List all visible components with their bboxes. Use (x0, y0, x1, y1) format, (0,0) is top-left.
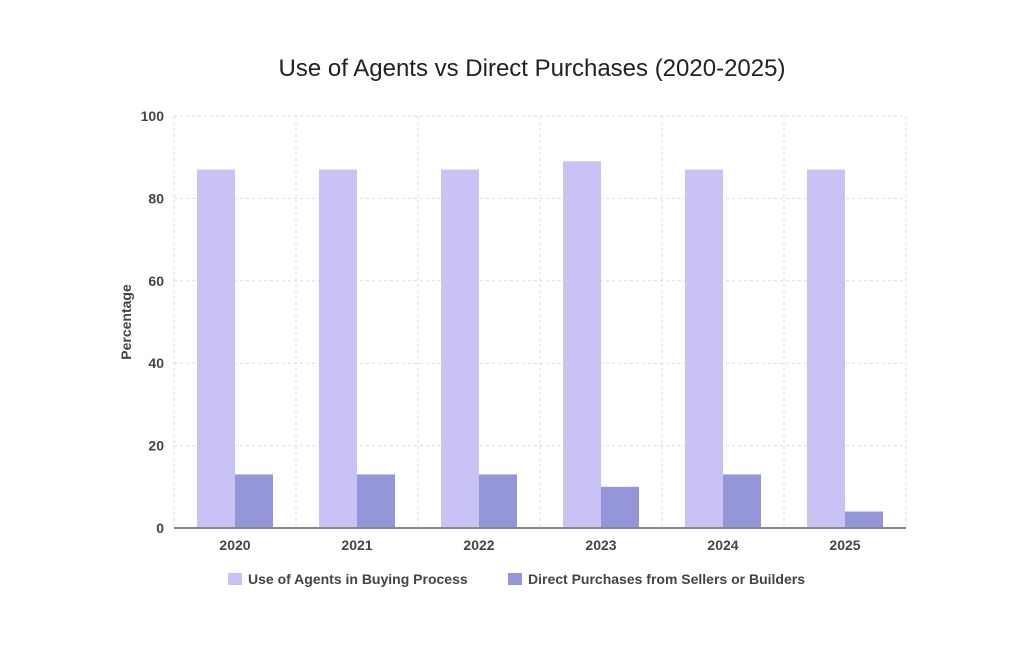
legend-swatch (228, 573, 242, 585)
x-tick-label: 2025 (829, 537, 860, 553)
bar-agents-2021 (319, 169, 357, 528)
legend-swatch (508, 573, 522, 585)
bar-direct-2022 (479, 474, 517, 528)
chart-title: Use of Agents vs Direct Purchases (2020-… (279, 55, 786, 82)
bar-direct-2024 (723, 474, 761, 528)
x-tick-label: 2021 (341, 537, 372, 553)
y-axis-label: Percentage (118, 284, 134, 360)
bar-agents-2024 (685, 169, 723, 528)
bar-agents-2023 (563, 161, 601, 528)
bar-agents-2020 (197, 169, 235, 528)
bar-direct-2021 (357, 474, 395, 528)
y-tick-label: 60 (148, 273, 164, 289)
y-tick-label: 100 (141, 108, 165, 124)
y-tick-label: 20 (148, 438, 164, 454)
y-tick-label: 0 (156, 520, 164, 536)
bar-direct-2025 (845, 511, 883, 528)
legend-label: Direct Purchases from Sellers or Builder… (528, 571, 805, 587)
y-tick-label: 80 (148, 190, 164, 206)
x-tick-label: 2020 (219, 537, 250, 553)
bar-agents-2022 (441, 169, 479, 528)
bar-direct-2023 (601, 486, 639, 528)
x-tick-label: 2024 (707, 537, 738, 553)
x-tick-label: 2022 (463, 537, 494, 553)
x-tick-label: 2023 (585, 537, 616, 553)
y-tick-label: 40 (148, 355, 164, 371)
bar-direct-2020 (235, 474, 273, 528)
legend-label: Use of Agents in Buying Process (248, 571, 468, 587)
bar-agents-2025 (807, 169, 845, 528)
